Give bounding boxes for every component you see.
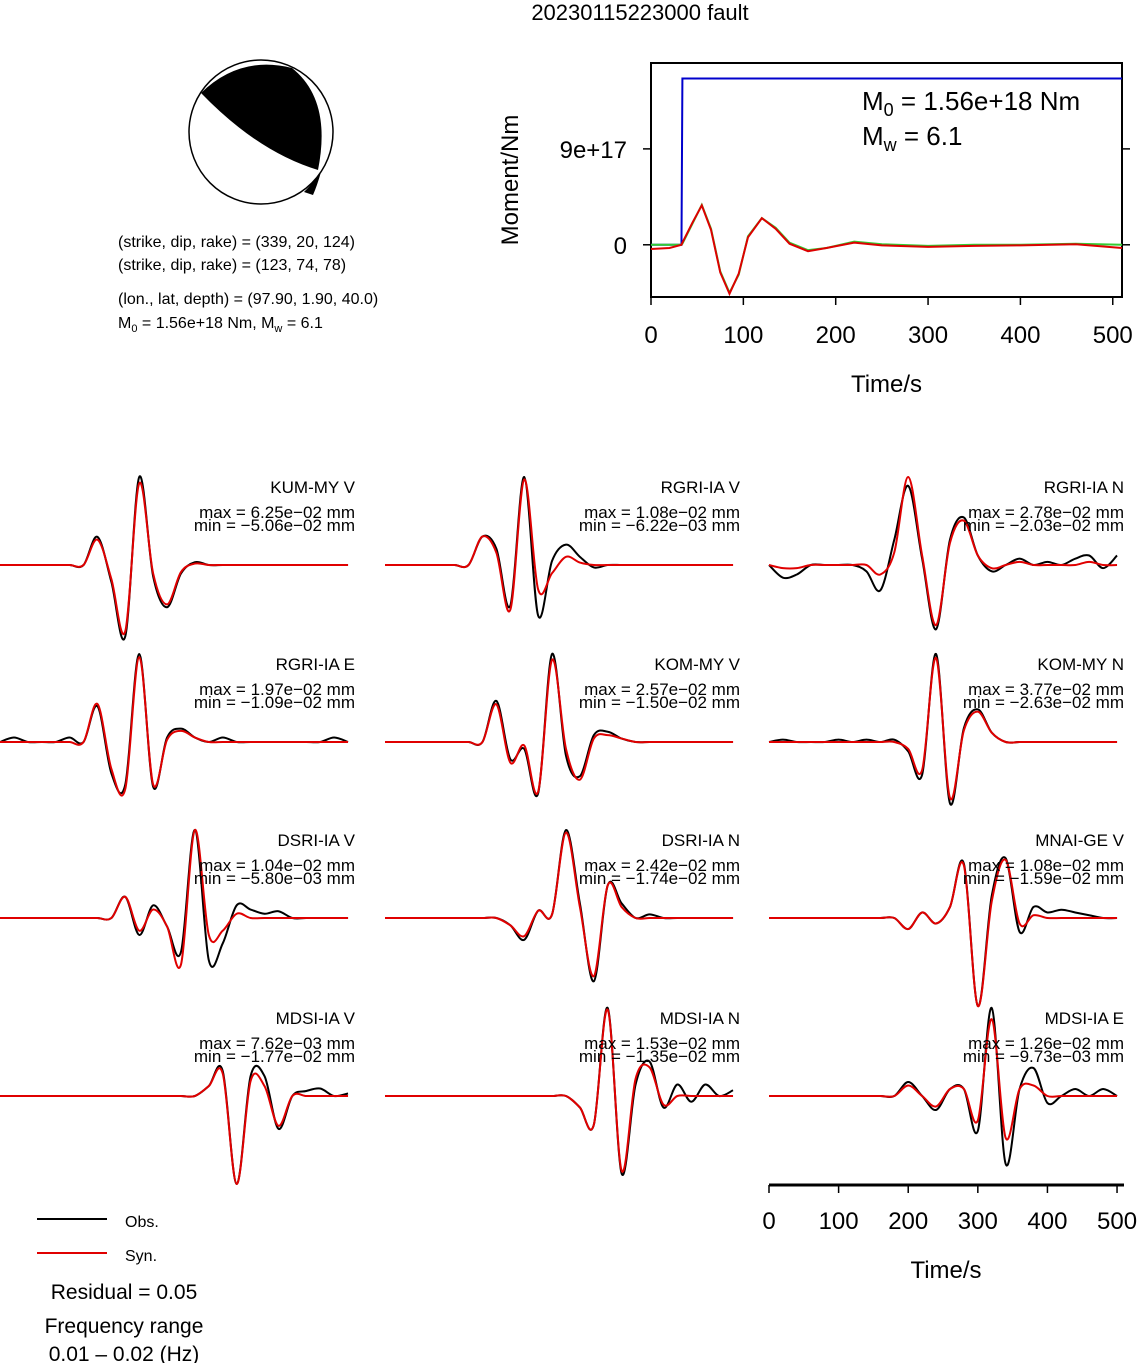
waveform-syn: [768, 475, 1118, 627]
station-label: KUM-MY V: [270, 478, 355, 497]
x-tick-label: 400: [1027, 1208, 1067, 1235]
annotation-text: = 6.1: [897, 121, 963, 151]
min-label: min = −1.59e−02 mm: [963, 869, 1124, 888]
station-label: RGRI-IA V: [661, 478, 741, 497]
annotation-text: = 1.56e+18 Nm: [894, 86, 1080, 116]
x-tick-label: 400: [1000, 322, 1040, 349]
y-tick-label: 9e+17: [560, 137, 627, 164]
waveform-syn: [384, 478, 734, 613]
beachball: [188, 59, 334, 205]
min-label: min = −9.73e−03 mm: [963, 1047, 1124, 1066]
waveform-obs: [0, 828, 349, 968]
min-label: min = −1.35e−02 mm: [579, 1047, 740, 1066]
min-label: min = −1.74e−02 mm: [579, 869, 740, 888]
residual: Residual = 0.05: [51, 1281, 198, 1304]
waveform-obs: [0, 475, 349, 641]
x-tick-label: 0: [762, 1208, 775, 1235]
waveform-syn: [769, 858, 1118, 1008]
x-tick-label: 300: [908, 322, 948, 349]
y-tick-label: 0: [614, 233, 627, 260]
waveform-obs: [0, 1064, 349, 1186]
annotation-sub: 0: [884, 100, 894, 120]
moment-line: [650, 202, 1123, 297]
waveform-obs: [384, 475, 734, 619]
waveform-obs: [384, 1006, 734, 1176]
max-label: max = 1.53e−02 mm: [584, 1034, 740, 1053]
max-label: max = 1.97e−02 mm: [199, 680, 355, 699]
station-label: MDSI-IA N: [660, 1009, 740, 1028]
station-label: MDSI-IA E: [1045, 1009, 1124, 1028]
station-label: KOM-MY V: [654, 655, 740, 674]
station-label: MNAI-GE V: [1035, 831, 1124, 850]
waveform-syn: [0, 481, 349, 636]
max-label: max = 3.77e−02 mm: [968, 680, 1124, 699]
waveform-obs: [768, 1006, 1118, 1167]
x-axis-label: Time/s: [910, 1257, 981, 1284]
x-tick-label: 0: [644, 322, 657, 349]
max-label: max = 2.57e−02 mm: [584, 680, 740, 699]
annotation-symbol: M: [862, 86, 884, 116]
min-label: min = −2.03e−02 mm: [963, 516, 1124, 535]
min-label: min = −2.63e−02 mm: [963, 693, 1124, 712]
frequency-label: Frequency range: [45, 1315, 204, 1338]
x-axis-label: Time/s: [851, 371, 922, 398]
x-tick-label: 300: [958, 1208, 998, 1235]
mech-line: (strike, dip, rake) = (123, 74, 78): [118, 257, 346, 274]
waveform-obs: [384, 652, 734, 798]
waveform-syn: [768, 1018, 1118, 1141]
plot-frame: [650, 62, 1123, 298]
title: 20230115223000 fault: [531, 0, 748, 25]
frequency-range: 0.01 – 0.02 (Hz): [49, 1343, 200, 1363]
max-label: max = 7.62e−03 mm: [199, 1034, 355, 1053]
x-tick-label: 200: [888, 1208, 928, 1235]
station-label: RGRI-IA N: [1044, 478, 1124, 497]
station-label: MDSI-IA V: [276, 1009, 356, 1028]
x-tick-label: 500: [1097, 1208, 1137, 1235]
waveform-obs: [0, 652, 349, 795]
waveform-syn: [384, 1008, 734, 1173]
min-label: min = −1.50e−02 mm: [579, 693, 740, 712]
mech-line: (strike, dip, rake) = (339, 20, 124): [118, 234, 355, 251]
x-tick-label: 100: [723, 322, 763, 349]
legend-label: Syn.: [125, 1248, 157, 1265]
min-label: min = −6.22e−03 mm: [579, 516, 740, 535]
station-label: KOM-MY N: [1037, 655, 1124, 674]
waveform-obs: [385, 828, 734, 983]
station-label: RGRI-IA E: [276, 655, 355, 674]
max-label: max = 2.78e−02 mm: [968, 503, 1124, 522]
min-label: min = −5.80e−03 mm: [194, 869, 355, 888]
min-label: min = −1.77e−02 mm: [194, 1047, 355, 1066]
mech-line: (lon., lat, depth) = (97.90, 1.90, 40.0): [118, 291, 378, 308]
waveform-syn: [0, 828, 349, 969]
moment-text: M0 = 1.56e+18 Nm, Mw = 6.1: [118, 315, 323, 335]
min-label: min = −5.06e−02 mm: [194, 516, 355, 535]
max-label: max = 1.04e−02 mm: [199, 856, 355, 875]
moment-line: [651, 77, 1122, 246]
waveform-syn: [768, 656, 1118, 801]
station-label: DSRI-IA V: [278, 831, 356, 850]
x-tick-label: 100: [819, 1208, 859, 1235]
legend-label: Obs.: [125, 1214, 159, 1231]
moment-line: [651, 202, 1123, 296]
max-label: max = 1.08e−02 mm: [584, 503, 740, 522]
waveform-syn: [385, 831, 734, 978]
y-axis-label: Moment/Nm: [497, 115, 524, 246]
station-label: DSRI-IA N: [662, 831, 740, 850]
annotation-symbol: M: [862, 121, 884, 151]
waveform-syn: [0, 1067, 349, 1186]
min-label: min = −1.09e−02 mm: [194, 693, 355, 712]
max-label: max = 6.25e−02 mm: [199, 503, 355, 522]
max-label: max = 1.08e−02 mm: [968, 856, 1124, 875]
max-label: max = 2.42e−02 mm: [584, 856, 740, 875]
annotation: Mw = 6.1: [862, 121, 962, 155]
annotation-sub: w: [883, 135, 898, 155]
x-tick-label: 500: [1093, 322, 1133, 349]
waveform-syn: [0, 656, 349, 797]
x-tick-label: 200: [816, 322, 856, 349]
max-label: max = 1.26e−02 mm: [968, 1034, 1124, 1053]
annotation: M0 = 1.56e+18 Nm: [862, 86, 1080, 120]
waveform-syn: [384, 658, 734, 795]
